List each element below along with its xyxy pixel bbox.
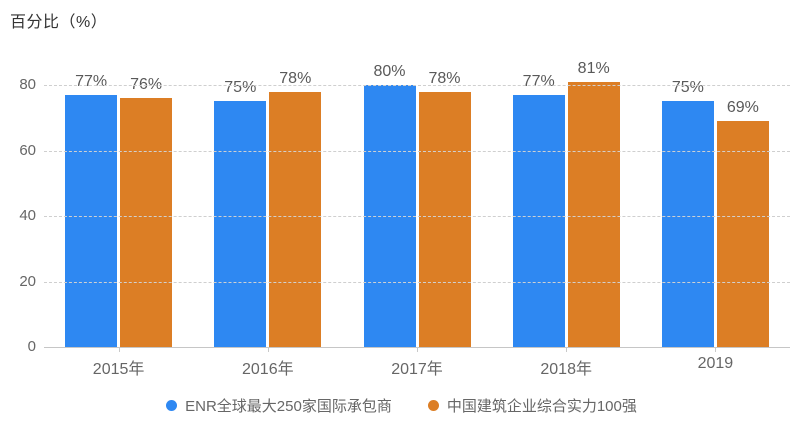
x-axis-tick-mark bbox=[417, 347, 418, 352]
x-axis-tick-label: 2018年 bbox=[540, 361, 592, 378]
bar-value-label: 78% bbox=[428, 69, 461, 87]
gridline bbox=[44, 150, 790, 152]
legend: ENR全球最大250家国际承包商 中国建筑企业综合实力100强 bbox=[0, 393, 803, 417]
bar-value-label: 77% bbox=[75, 72, 108, 90]
y-axis-tick-label: 0 bbox=[27, 338, 36, 355]
x-axis-tick-label: 2019 bbox=[697, 355, 734, 372]
bar-value-label: 75% bbox=[671, 79, 704, 97]
y-axis-tick-label: 20 bbox=[19, 272, 36, 290]
legend-label: 中国建筑企业综合实力100强 bbox=[446, 397, 637, 415]
bar bbox=[418, 91, 471, 347]
legend-item: ENR全球最大250家国际承包商 bbox=[166, 395, 392, 416]
x-axis-tick-mark bbox=[267, 347, 269, 352]
x-axis-tick-label: 2017年 bbox=[391, 361, 443, 378]
bar-value-label: 69% bbox=[726, 99, 759, 117]
x-axis-tick-mark bbox=[118, 347, 120, 352]
bar bbox=[661, 101, 714, 347]
x-axis-tick-label: 2016年 bbox=[241, 361, 294, 378]
y-axis-tick-label: 40 bbox=[19, 207, 36, 224]
y-axis-tick-label: 80 bbox=[19, 76, 36, 93]
bar-value-label: 76% bbox=[130, 76, 163, 94]
bar bbox=[716, 121, 769, 347]
bar bbox=[214, 101, 267, 347]
legend-swatch bbox=[427, 399, 439, 411]
x-axis-tick-mark bbox=[715, 347, 717, 352]
bar bbox=[567, 81, 620, 347]
gridline bbox=[44, 281, 790, 283]
y-axis-tick-label: 60 bbox=[19, 141, 36, 159]
x-axis-tick-mark bbox=[566, 347, 568, 352]
bar-value-label: 78% bbox=[279, 69, 312, 87]
bar-value-label: 77% bbox=[522, 72, 555, 90]
bar bbox=[512, 94, 565, 347]
y-axis-title: 百分比（%） bbox=[10, 14, 108, 31]
bar bbox=[269, 91, 322, 347]
bar-value-label: 75% bbox=[224, 79, 257, 97]
gridline bbox=[44, 85, 790, 86]
x-axis-tick-label: 2015年 bbox=[92, 361, 145, 378]
gridline bbox=[44, 216, 790, 217]
bar-value-label: 80% bbox=[373, 63, 406, 80]
bar-value-label: 81% bbox=[577, 59, 610, 77]
legend-label: ENR全球最大250家国际承包商 bbox=[185, 397, 392, 415]
legend-swatch bbox=[166, 399, 178, 411]
bar bbox=[120, 98, 173, 347]
legend-item: 中国建筑企业综合实力100强 bbox=[427, 395, 637, 416]
plot-area: 77% 76% 75% 78% 80% 78% 77% 81% 75% 69% bbox=[44, 60, 790, 347]
bar bbox=[65, 94, 118, 347]
